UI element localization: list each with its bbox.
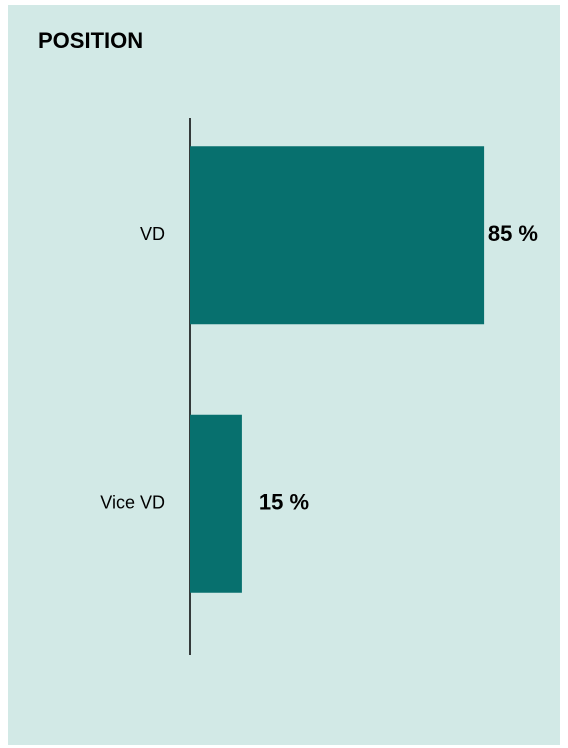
value-label: 15 % (259, 490, 309, 515)
bar (190, 414, 242, 593)
bar (190, 146, 485, 325)
category-label: Vice VD (100, 493, 165, 513)
chart-title: POSITION (38, 28, 143, 53)
value-label: 85 % (488, 221, 538, 246)
category-label: VD (140, 224, 165, 244)
panel (8, 5, 560, 745)
